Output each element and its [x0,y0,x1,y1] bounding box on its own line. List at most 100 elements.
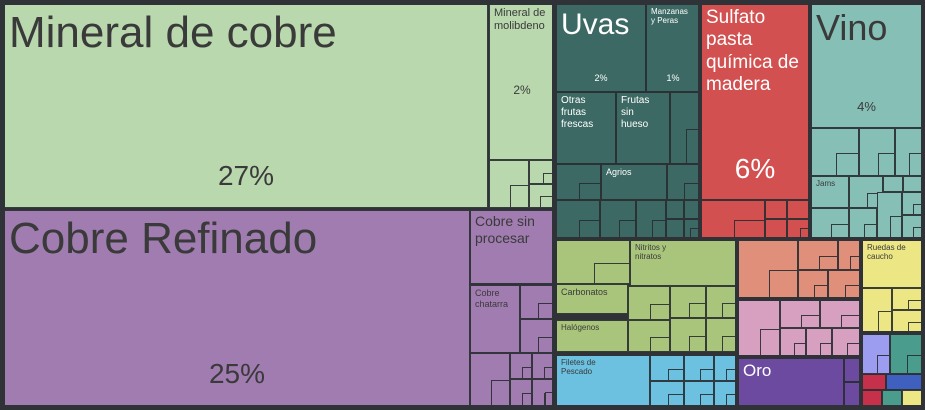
treemap-cell-mineral-de-cobre[interactable]: Mineral de cobre 27% [4,4,488,208]
treemap-cell[interactable] [838,240,860,270]
treemap-cell[interactable] [832,328,860,356]
treemap-subcell[interactable] [907,355,921,373]
treemap-cell-otras-frutas-frescas[interactable]: Otras frutas frescas [556,92,616,164]
treemap-cell[interactable] [684,200,700,219]
treemap-subcell[interactable] [652,220,665,237]
treemap-cell[interactable] [510,379,532,406]
treemap-cell[interactable] [859,128,895,176]
treemap-cell-uvas[interactable]: Uvas 2% [556,4,646,92]
treemap-cell[interactable] [529,160,555,184]
treemap-cell-mineral-de-molibdeno[interactable]: Mineral de molibdeno 2% [489,4,555,160]
treemap-subcell[interactable] [890,216,901,237]
treemap-cell[interactable] [650,381,684,406]
treemap-cell[interactable] [890,334,922,374]
treemap-cell[interactable] [650,355,684,381]
treemap-cell[interactable] [520,319,554,353]
treemap-cell[interactable] [510,353,532,379]
treemap-cell-frutas-sin-hueso[interactable]: Frutas sin hueso [616,92,670,164]
treemap-cell[interactable] [820,300,860,328]
treemap-subcell[interactable] [909,153,921,175]
treemap-subcell[interactable] [908,322,921,331]
treemap-subcell[interactable] [668,394,683,405]
treemap-cell-halogenos[interactable]: Halógenos [556,320,628,352]
treemap-cell[interactable] [556,240,630,284]
treemap-cell[interactable] [706,318,736,352]
treemap-subcell[interactable] [522,393,531,405]
treemap-subcell[interactable] [814,285,827,297]
treemap-subcell[interactable] [544,367,553,378]
treemap-subcell[interactable] [594,263,629,283]
treemap-cell[interactable] [780,300,820,328]
treemap-cell[interactable] [628,286,670,320]
treemap-subcell[interactable] [543,173,554,183]
treemap-subcell[interactable] [877,355,889,373]
treemap-subcell[interactable] [908,300,921,309]
treemap-cell-cobre-refinado[interactable]: Cobre Refinado 25% [4,210,470,406]
treemap-cell[interactable] [902,390,922,406]
treemap-subcell[interactable] [700,394,713,405]
treemap-subcell[interactable] [864,224,876,237]
treemap-subcell[interactable] [836,153,858,175]
treemap-cell[interactable] [714,381,736,406]
treemap-cell[interactable] [895,128,922,176]
treemap-subcell[interactable] [619,220,635,237]
treemap-subcell[interactable] [538,303,553,318]
treemap-subcell[interactable] [819,256,837,269]
treemap-cell-agrios[interactable]: Agrios [601,164,667,200]
treemap-cell[interactable] [520,285,554,319]
treemap-subcell[interactable] [579,220,599,237]
treemap-subcell[interactable] [491,380,509,405]
treemap-cell[interactable] [811,208,849,238]
treemap-cell[interactable] [470,353,510,406]
treemap-cell[interactable] [667,164,700,200]
treemap-subcell[interactable] [668,369,683,380]
treemap-cell[interactable] [738,300,780,356]
treemap-subcell[interactable] [769,270,797,297]
treemap-cell[interactable] [862,288,892,332]
treemap-subcell[interactable] [722,336,735,351]
treemap-cell[interactable] [862,390,882,406]
treemap-cell[interactable] [556,200,600,238]
treemap-cell[interactable] [886,374,922,390]
treemap-subcell[interactable] [726,394,735,405]
treemap-subcell[interactable] [878,153,894,175]
treemap-cell[interactable] [828,270,860,298]
treemap-cell[interactable] [545,392,554,406]
treemap-cell[interactable] [706,286,736,318]
treemap-subcell[interactable] [801,315,819,327]
treemap-cell[interactable] [690,228,700,238]
treemap-cell[interactable] [902,192,922,215]
treemap-cell-cobre-sin-procesar[interactable]: Cobre sin procesar [470,210,554,284]
treemap-subcell[interactable] [689,336,705,351]
treemap-cell[interactable] [765,219,787,238]
treemap-cell[interactable] [628,320,670,352]
treemap-cell[interactable] [738,240,798,298]
treemap-cell[interactable] [780,328,806,356]
treemap-cell[interactable] [765,200,787,219]
treemap-cell-manzanas-y-peras[interactable]: Manzanas y Peras 1% [646,4,700,92]
treemap-subcell[interactable] [820,343,831,355]
treemap-subcell[interactable] [760,329,779,355]
treemap-cell-sulfato-pasta-quimica-de-madera[interactable]: Sulfato pasta química de madera 6% [701,4,809,200]
treemap-cell[interactable] [844,358,860,382]
treemap-subcell[interactable] [841,315,859,327]
treemap-cell[interactable] [811,128,859,176]
treemap-cell[interactable] [798,270,828,298]
treemap-subcell[interactable] [913,227,921,237]
treemap-cell[interactable] [800,228,809,238]
treemap-subcell[interactable] [579,183,600,199]
treemap-cell[interactable] [892,310,922,332]
treemap-cell-vino[interactable]: Vino 4% [811,4,922,128]
treemap-cell[interactable] [600,200,636,238]
treemap-subcell[interactable] [831,224,848,237]
treemap-cell[interactable] [883,176,903,192]
treemap-cell[interactable] [636,200,666,238]
treemap-cell[interactable] [670,318,706,352]
treemap-cell[interactable] [670,92,700,164]
treemap-subcell[interactable] [684,183,699,199]
treemap-cell-filetes-de-pescado[interactable]: Filetes de Pescado [556,355,650,406]
treemap-subcell[interactable] [847,343,859,355]
treemap-cell[interactable] [862,334,890,374]
treemap-cell[interactable] [902,215,922,238]
treemap-cell-nitritos-y-nitratos[interactable]: Nitritos y nitratos [630,240,736,286]
